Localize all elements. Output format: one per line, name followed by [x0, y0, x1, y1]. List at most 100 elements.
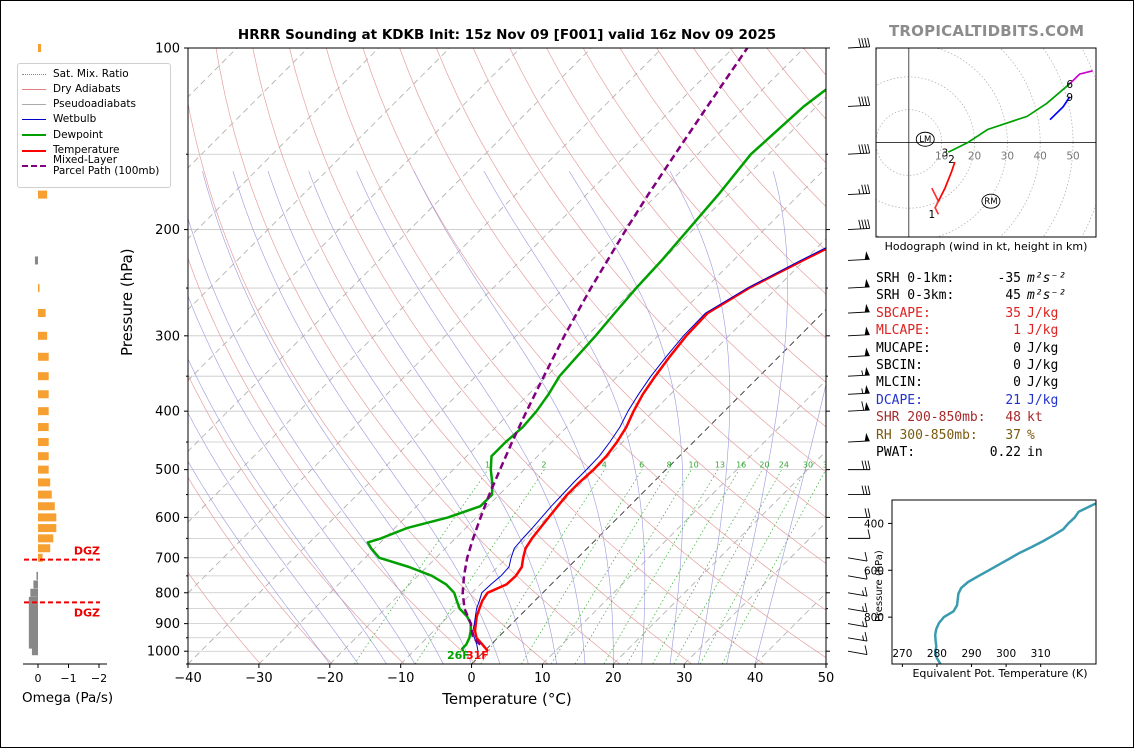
barb-half-flag [858, 188, 861, 195]
wind-barb [847, 586, 868, 597]
isotherm [542, 379, 826, 664]
wind-barb [847, 645, 868, 655]
index-row: PWAT: 0.22 in [876, 444, 1106, 461]
x-tick-label: −20 [316, 671, 343, 686]
x-tick-label: 30 [676, 671, 693, 686]
omega-bar [38, 490, 52, 499]
dry-adiabat [582, 48, 826, 339]
wind-barb [847, 367, 870, 377]
barb-flag [867, 219, 871, 229]
index-row: SRH 0-1km: -35 m²s⁻² [876, 270, 1106, 287]
mixing-ratio-label: 24 [779, 461, 789, 470]
barb-flag [864, 508, 868, 518]
theta-e-y-tick-label: 800 [864, 612, 884, 624]
omega-bar [38, 309, 46, 318]
omega-bar [38, 331, 48, 340]
omega-bar [38, 553, 43, 562]
wind-barb [847, 551, 868, 562]
theta-e-x-tick-label: 310 [1031, 648, 1051, 660]
pseudoadiabat [188, 295, 416, 664]
omega-bar [28, 619, 38, 628]
dry-adiabat [188, 374, 405, 664]
omega-tick-label: −1 [60, 672, 76, 685]
pseudoadiabat [267, 171, 529, 664]
index-name: SRH 0-1km: [876, 271, 955, 286]
index-value: 0 [1013, 357, 1021, 373]
barb-flag [867, 529, 871, 539]
pseudoadiabat [188, 412, 359, 664]
barb-flag [861, 96, 865, 106]
legend-entry: Sat. Mix. Ratio [22, 67, 129, 81]
x-tick-label: 40 [747, 671, 764, 686]
barb-flag [864, 219, 868, 229]
barb-flag [861, 401, 865, 411]
wind-barb [848, 508, 871, 518]
mixing-ratio-label: 13 [715, 461, 725, 470]
dry-adiabat [215, 48, 621, 664]
mixing-ratio-line [480, 469, 606, 664]
barb-flag [858, 38, 862, 48]
legend-swatch [22, 104, 46, 106]
index-unit: J/kg [1027, 392, 1059, 408]
barb-flag [867, 37, 871, 47]
wind-barb [848, 529, 871, 539]
pseudoadiabat [669, 170, 731, 664]
hodograph-trace [1049, 96, 1071, 121]
dgz-label: DGZ [74, 606, 100, 619]
dry-adiabat [188, 571, 261, 664]
barb-staff [847, 193, 870, 196]
isotherm [400, 238, 826, 664]
omega-bar [38, 423, 49, 432]
hodograph-height-label: 3 [942, 147, 949, 159]
index-unit: m²s⁻² [1027, 271, 1067, 286]
hodograph-trace [1069, 69, 1093, 85]
theta-e-y-tick-label: 600 [864, 565, 884, 577]
barb-flag [864, 460, 868, 470]
legend-entry: Mixed-Layer Parcel Path (100mb) [22, 154, 159, 176]
dry-adiabat [188, 101, 549, 664]
barb-flag [864, 645, 868, 655]
y-tick-label: 800 [155, 586, 180, 601]
legend-label: Mixed-Layer Parcel Path (100mb) [53, 153, 160, 177]
y-axis-label: Pressure (hPa) [118, 248, 136, 356]
legend-swatch [22, 164, 46, 167]
isotherm [188, 48, 450, 311]
mixing-ratio-line [354, 469, 489, 664]
index-unit: % [1027, 427, 1035, 443]
barb-flag [861, 144, 865, 154]
x-tick-label: −30 [245, 671, 272, 686]
barb-flag [864, 144, 868, 154]
index-value: 1 [1013, 323, 1021, 339]
index-value: 0 [1013, 375, 1021, 391]
y-tick-label: 1000 [147, 645, 180, 660]
omega-bar [38, 478, 51, 487]
y-tick-label: 900 [155, 617, 180, 632]
legend-entry: Temperature [22, 144, 120, 158]
mixing-ratio-line [626, 469, 740, 664]
mixing-ratio-line [652, 469, 763, 664]
barb-flag [864, 631, 868, 642]
barb-flag [858, 144, 862, 154]
omega-bar [28, 612, 38, 621]
omega-axis-label: Omega (Pa/s) [22, 690, 114, 706]
pseudoadiabat [726, 171, 788, 664]
index-name: MUCAPE: [876, 340, 931, 356]
isotherm [188, 48, 663, 523]
mixing-ratio-label: 20 [759, 461, 769, 470]
barb-flag [867, 96, 871, 106]
legend-swatch [22, 88, 46, 90]
barb-flag [861, 219, 865, 229]
legend-entry: Wetbulb [22, 113, 96, 127]
omega-bar [38, 407, 49, 416]
index-row: SBCIN: 0 J/kg [876, 357, 1106, 374]
omega-bar [38, 284, 40, 293]
mixing-ratio-label: 36 [823, 461, 833, 470]
mixing-ratio-label: 1 [485, 461, 490, 470]
theta-e-x-tick-label: 280 [927, 648, 947, 660]
mixing-ratio-line [414, 469, 545, 664]
hodograph-ring-label: 20 [968, 151, 981, 163]
omega-bar [33, 580, 38, 589]
mixing-ratio-label: 8 [667, 461, 672, 470]
x-tick-label: 0 [467, 671, 475, 686]
isotherm [471, 308, 826, 664]
